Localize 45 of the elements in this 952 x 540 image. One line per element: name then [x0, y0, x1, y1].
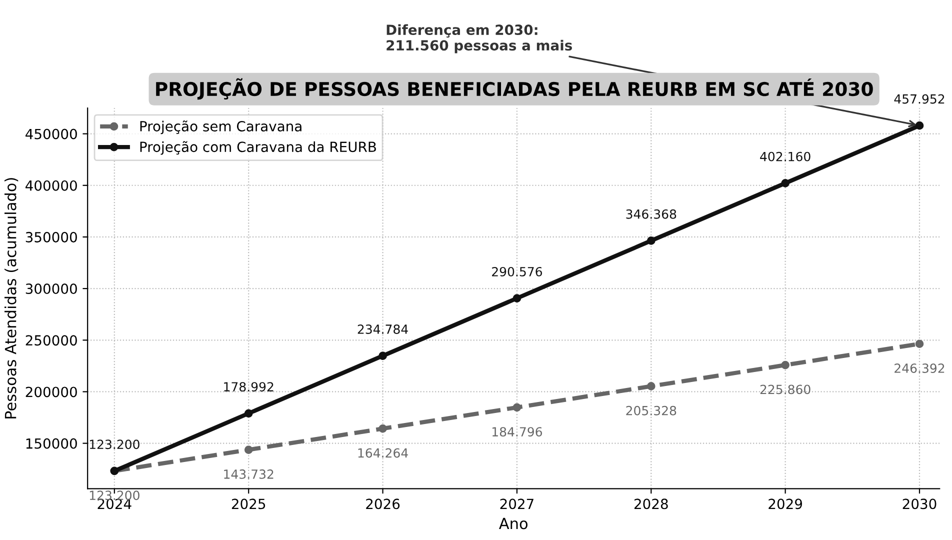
- data-label: 178.992: [224, 382, 274, 392]
- point: [781, 178, 790, 188]
- data-label: 346.368: [626, 209, 676, 219]
- data-label: 205.328: [626, 406, 676, 416]
- point: [915, 340, 924, 348]
- x-tick-label: 2029: [768, 498, 802, 510]
- x-axis-title: Ano: [498, 518, 528, 530]
- point: [512, 403, 522, 412]
- y-tick-label: 150000: [26, 438, 77, 449]
- x-tick-label: 2027: [500, 498, 534, 510]
- data-label: 184.796: [492, 427, 542, 437]
- x-tick-label: 2030: [902, 498, 936, 510]
- data-label: 123.200: [90, 440, 140, 450]
- data-label: 164.264: [358, 448, 408, 458]
- annotation: Diferença em 2030: 211.560 pessoas a mais: [386, 24, 572, 54]
- data-label: 234.784: [358, 324, 408, 334]
- data-label: 290.576: [492, 266, 542, 276]
- point: [244, 409, 253, 418]
- point: [646, 382, 656, 390]
- legend-label: Projeção com Caravana da REURB: [140, 141, 376, 155]
- legend-label: Projeção sem Caravana: [140, 120, 302, 134]
- point: [915, 121, 924, 130]
- data-label: 457.952: [894, 94, 944, 104]
- data-label: 402.160: [760, 152, 810, 162]
- y-axis-title: Pessoas Atendidas (acumulado): [4, 178, 18, 418]
- y-tick-label: 400000: [26, 180, 77, 191]
- point: [646, 236, 656, 245]
- chart-title: PROJEÇÃO DE PESSOAS BENEFICIADAS PELA REURB EM SC ATÉ 2030: [156, 78, 873, 100]
- point: [378, 424, 387, 433]
- x-tick-label: 2025: [232, 498, 266, 510]
- point: [378, 352, 387, 360]
- x-tick-label: 2028: [634, 498, 668, 510]
- data-label: 123.200: [90, 490, 140, 500]
- data-label: 246.392: [894, 364, 944, 373]
- point: [512, 294, 522, 302]
- point: [244, 446, 253, 454]
- y-tick-label: 300000: [26, 284, 77, 294]
- x-tick-label: 2026: [366, 498, 400, 510]
- data-label: 225.860: [760, 384, 810, 394]
- data-label: 143.732: [224, 469, 274, 479]
- y-tick-label: 200000: [26, 386, 77, 398]
- y-tick-label: 250000: [26, 335, 77, 346]
- y-tick-label: 350000: [26, 232, 77, 242]
- y-tick-label: 450000: [26, 128, 77, 140]
- point: [781, 360, 790, 370]
